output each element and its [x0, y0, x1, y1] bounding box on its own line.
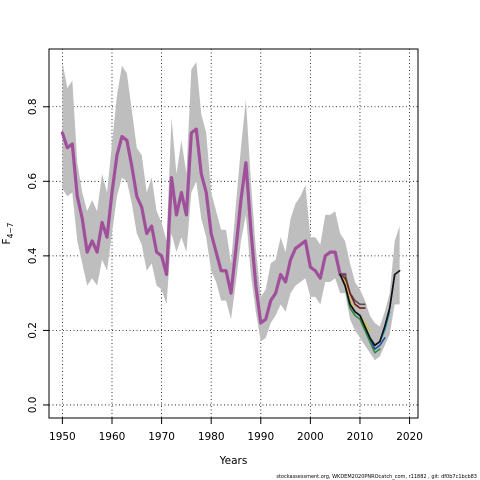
y-tick-label: 0.6	[27, 173, 39, 190]
plot-frame	[48, 48, 419, 419]
confidence-band-layer	[62, 62, 400, 361]
x-axis: 1950 1960 1970 1980 1990 2000 2010 2020	[49, 418, 423, 443]
x-tick-label: 1990	[247, 431, 274, 443]
footer-watermark: stockassessment.org, WKDEM2020PNROcatch_…	[276, 474, 477, 480]
series-line	[339, 269, 401, 347]
y-axis-label: F4−7	[1, 222, 15, 244]
y-axis-label-subscript: 4−7	[6, 222, 15, 238]
x-tick-label: 2020	[396, 431, 423, 443]
series-lines-layer	[60, 127, 401, 354]
x-axis-label: Years	[219, 455, 248, 467]
y-axis-label-main: F	[1, 238, 13, 244]
x-tick-label: 1950	[49, 431, 76, 443]
x-tick-label: 1960	[99, 431, 126, 443]
y-tick-label: 0.0	[27, 397, 39, 414]
x-tick-label: 2010	[347, 431, 374, 443]
x-tick-label: 1980	[198, 431, 225, 443]
y-tick-label: 0.8	[27, 98, 39, 115]
series-line	[339, 273, 366, 309]
y-tick-label: 0.4	[27, 247, 39, 264]
x-tick-label: 2000	[297, 431, 324, 443]
y-axis: 0.0 0.2 0.4 0.6 0.8	[27, 98, 49, 413]
confidence-band	[62, 62, 400, 361]
x-tick-label: 1970	[148, 431, 175, 443]
y-tick-label: 0.2	[27, 322, 39, 339]
series-line	[60, 127, 347, 325]
